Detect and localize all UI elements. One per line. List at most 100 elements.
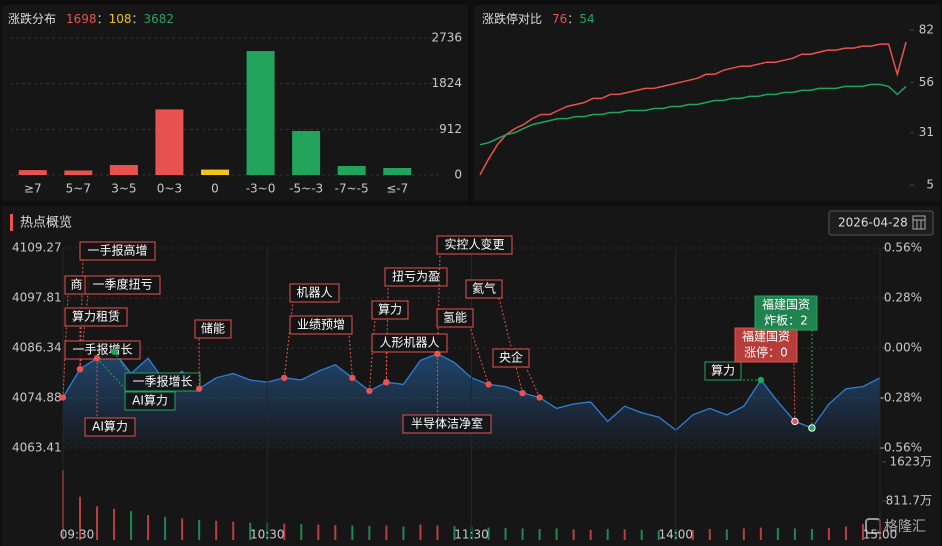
annotation-leader: [498, 297, 524, 394]
annotation-label: 一季报增长: [132, 374, 192, 389]
annotation-box: [492, 348, 530, 368]
bar: [155, 109, 184, 175]
annotation-dot: [536, 394, 543, 401]
annotation-box: [465, 279, 503, 299]
volume-bar: [79, 496, 82, 540]
y-tick-label: 4097.81: [12, 290, 62, 304]
bar: [18, 170, 47, 175]
volume-bar: [232, 521, 235, 540]
x-tick-label: 0: [211, 182, 219, 196]
x-tick-label: ≤-7: [386, 182, 408, 196]
annotation-label: 涨停：0: [744, 345, 788, 360]
volume-bar: [385, 525, 388, 540]
annotation-dot: [757, 376, 765, 384]
annotation-dot: [485, 381, 492, 388]
x-tick-label: -7~-5: [335, 182, 369, 196]
volume-bar: [640, 529, 643, 540]
calendar-icon[interactable]: [912, 215, 926, 230]
volume-bar: [283, 523, 286, 540]
x-tick-label: 5~7: [66, 182, 91, 196]
date-picker[interactable]: [828, 210, 934, 236]
annotation-leader: [283, 301, 294, 378]
date[interactable]: 2026-04-28: [838, 216, 908, 230]
panel-header: 涨跌分布 1698：108：3682: [8, 11, 174, 26]
x-tick-label: -3~0: [246, 182, 276, 196]
annotation-box: [754, 295, 818, 331]
annotation-box: [289, 283, 340, 303]
annotation-label: 半导体洁净室: [411, 416, 483, 431]
annotation-label: 一手报增长: [72, 342, 132, 357]
panel-header: 涨跌停对比 76：54: [482, 11, 595, 26]
annotation-box: [79, 241, 156, 261]
annotation-label: 福建国资: [762, 297, 810, 312]
annotation-dot: [349, 374, 356, 382]
separator: ：: [567, 12, 579, 26]
volume-bar: [827, 527, 830, 540]
annotation-label: 实控人变更: [444, 237, 504, 252]
bar: [383, 167, 412, 175]
y-tick-label: 912: [439, 122, 462, 136]
y-tick-label: 56: [919, 75, 934, 89]
annotation-leader: [62, 293, 69, 398]
volume-bar: [300, 524, 303, 540]
annotation-box: [289, 315, 353, 335]
annotation-box: [371, 300, 409, 320]
summary-count: 108: [109, 12, 132, 26]
annotation-label: 储能: [201, 321, 225, 336]
annotation-label: AI算力: [132, 393, 168, 408]
series-line: [479, 41, 907, 176]
annotation-label: 氦气: [472, 281, 496, 296]
volume-bar: [368, 526, 371, 540]
volume-bar: [691, 529, 694, 540]
annotation-dot: [281, 374, 288, 382]
y-tick-label: 31: [919, 125, 934, 139]
volume-bar: [861, 524, 864, 540]
volume-bar: [351, 525, 354, 540]
y-tick-label: 4086.34: [12, 341, 62, 355]
annotation-box: [436, 235, 513, 255]
annotation-label: 央企: [499, 350, 523, 365]
panel-title: 涨跌停对比: [482, 11, 542, 26]
x-tick-label: 15:00: [863, 528, 898, 542]
annotation-label: 机器人: [296, 286, 332, 300]
y-tick-label: 4109.27: [12, 241, 62, 255]
volume-bar: [215, 520, 218, 540]
volume-bar: [96, 506, 99, 540]
annotation-dot: [434, 350, 441, 358]
annotation-leader: [793, 361, 796, 422]
annotation-leader: [525, 366, 541, 398]
separator: ：: [131, 12, 143, 26]
annotation-box: [84, 417, 136, 437]
volume-bar: [708, 528, 711, 540]
separator: ：: [97, 12, 109, 26]
annotation-box: [194, 319, 232, 339]
annotation-label: 氢能: [443, 310, 467, 325]
annotation-box: [734, 327, 798, 363]
volume-bar: [606, 528, 609, 540]
x-tick-label: ≥7: [24, 182, 42, 196]
watermark: 格隆汇: [884, 519, 926, 535]
volume-bar: [334, 525, 337, 540]
volume-bar: [504, 527, 507, 540]
annotation-dot: [76, 365, 84, 373]
y-tick-label: 4074.88: [12, 390, 62, 404]
volume-bar: [793, 528, 796, 540]
annotation-dot: [808, 424, 816, 432]
volume-bar: [623, 529, 626, 540]
volume-bar: [572, 529, 575, 540]
y-tick-label: 5: [926, 178, 934, 192]
annotation-label: 扭亏为盈: [392, 270, 440, 284]
annotation-label: 炸板：2: [764, 314, 808, 328]
volume-bar: [844, 526, 847, 540]
y-tick-label: 1824: [431, 76, 462, 90]
x-tick-label: 14:00: [658, 528, 693, 542]
y2-tick-label: -0.28%: [880, 391, 922, 405]
volume-bar: [419, 524, 422, 540]
panel-title: 涨跌分布: [8, 11, 56, 26]
volume-bar: [147, 515, 150, 540]
annotation-dot: [195, 385, 203, 392]
volume-bar: [538, 528, 541, 540]
annotation-leader: [113, 351, 129, 374]
summary-count: 3682: [144, 12, 175, 26]
